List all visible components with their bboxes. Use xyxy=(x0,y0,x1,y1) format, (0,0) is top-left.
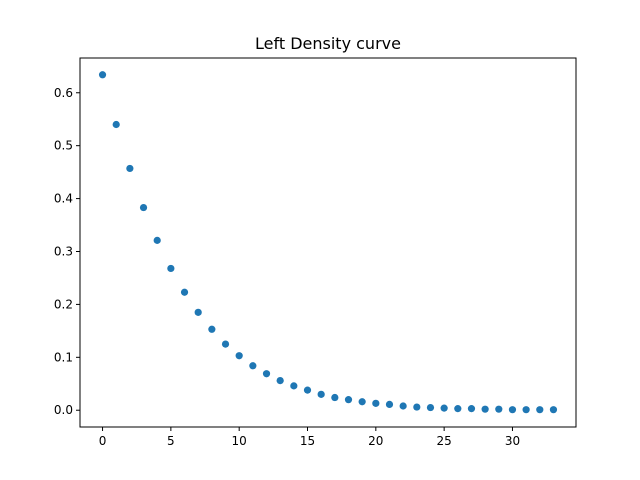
x-tick-label: 0 xyxy=(99,434,107,448)
data-point xyxy=(126,164,134,173)
y-tick-label: 0.0 xyxy=(54,403,73,417)
data-point xyxy=(221,340,230,348)
y-tick-label: 0.3 xyxy=(54,244,73,258)
data-point xyxy=(331,393,339,402)
data-point xyxy=(385,400,394,409)
data-point xyxy=(98,71,107,79)
y-axis: 0.0 0.1 0.2 0.3 0.4 0.5 0.6 xyxy=(54,86,80,417)
data-point xyxy=(180,288,189,296)
data-point xyxy=(290,382,298,390)
data-point xyxy=(426,403,435,412)
data-point xyxy=(153,236,161,244)
plot-frame xyxy=(79,57,577,428)
chart-title: Left Density curve xyxy=(255,34,401,53)
data-point xyxy=(208,325,216,333)
data-point xyxy=(508,406,517,414)
scatter-series xyxy=(98,71,558,414)
data-point xyxy=(344,396,353,404)
y-tick-label: 0.4 xyxy=(54,192,73,206)
data-point xyxy=(440,404,448,412)
x-axis: 0 5 10 15 20 25 30 xyxy=(99,427,520,448)
data-point xyxy=(317,390,325,398)
data-point xyxy=(139,203,148,212)
data-point xyxy=(413,403,421,411)
data-point xyxy=(522,406,530,414)
data-point xyxy=(495,405,503,413)
y-tick-label: 0.5 xyxy=(54,139,73,153)
data-point xyxy=(194,308,202,316)
data-point xyxy=(358,398,366,406)
data-point xyxy=(112,120,120,129)
x-tick-label: 10 xyxy=(232,434,247,448)
data-point xyxy=(167,264,175,273)
x-tick-label: 20 xyxy=(368,434,383,448)
data-point xyxy=(262,370,271,378)
data-point xyxy=(549,406,558,414)
x-tick-label: 15 xyxy=(300,434,315,448)
data-point xyxy=(536,406,544,414)
y-tick-label: 0.2 xyxy=(54,297,73,311)
data-point xyxy=(481,405,489,413)
y-tick-label: 0.1 xyxy=(54,350,73,364)
x-tick-label: 30 xyxy=(505,434,520,448)
data-point xyxy=(235,352,243,360)
data-point xyxy=(276,376,284,385)
data-point xyxy=(467,405,476,413)
x-tick-label: 5 xyxy=(167,434,175,448)
data-point xyxy=(454,405,462,413)
data-point xyxy=(303,386,312,394)
data-point xyxy=(249,362,257,370)
x-tick-label: 25 xyxy=(437,434,452,448)
data-point xyxy=(372,399,380,407)
y-tick-label: 0.6 xyxy=(54,86,73,100)
data-point xyxy=(399,402,407,410)
